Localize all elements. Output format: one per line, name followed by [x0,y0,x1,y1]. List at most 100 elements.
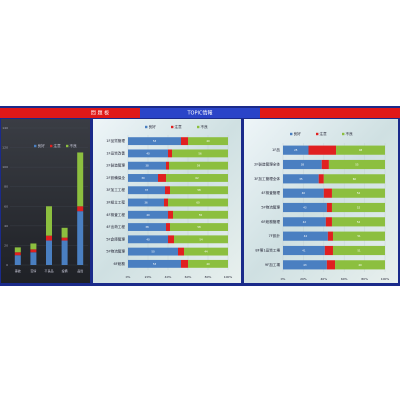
legend-swatch [50,144,53,148]
value-label: 42 [303,220,307,224]
legend-swatch [342,132,345,136]
bar-segment [46,206,52,236]
category-label: 5F物流管理 [106,249,125,254]
bar-segment [168,149,172,158]
bar-segment [170,223,228,231]
bar-segment [158,174,166,182]
bar-segment [283,174,319,184]
value-label: 43 [303,206,307,210]
legend-swatch [316,132,319,136]
category-label: 2F製造管理 [106,163,125,168]
bar-segment [170,186,228,195]
bar-segment [184,247,228,256]
category-label: 6F総務 [113,261,125,266]
bar-segment [77,206,84,212]
bar-segment [14,247,21,253]
value-label: 38 [145,225,149,229]
legend-swatch [66,144,69,148]
bar-segment [128,223,166,231]
x-tick-label: 80% [205,275,212,279]
value-label: 38 [145,164,149,168]
value-label: 38 [301,163,305,167]
value-label: 56 [198,151,202,155]
value-label: 25 [294,148,298,152]
value-label: 35 [299,177,303,181]
value-label: 51 [357,249,361,253]
bar-segment [30,252,37,265]
bar-segment [188,259,228,268]
value-label: 49 [358,263,362,267]
bar-segment [14,255,21,265]
bar-segment [331,202,385,213]
value-label: 40 [146,213,150,217]
bar-segment [128,137,181,146]
header-center [140,108,260,118]
value-label: 43 [303,263,307,267]
bar-segment [77,211,84,265]
bar-segment [128,186,165,195]
bar-segment [283,145,309,155]
legend-swatch [145,125,148,129]
value-label: 52 [357,191,361,195]
x-tick-label: 20% [145,275,152,279]
bar-segment [128,235,168,244]
legend-swatch [34,144,37,148]
x-tick-label: 0% [281,277,286,281]
category-label: 9F加工場 [265,262,281,267]
value-label: 58 [197,225,201,229]
bar-segment [331,188,385,198]
bar-segment [283,217,326,227]
bar-segment [165,186,170,195]
value-label: 40 [146,237,150,241]
x-tick-label: 品質 [77,268,83,273]
bar-segment [164,198,168,207]
bar-segment [325,217,332,227]
category-label: 4F検査管理 [261,190,280,195]
bar-segment [283,231,328,241]
bar-segment [174,235,228,244]
bar-segment [61,240,68,265]
value-label: 59 [197,164,201,168]
x-tick-label: 100% [224,275,233,279]
bar-segment [318,174,324,184]
legend-label: 不良 [201,124,209,129]
legend-label: 不良 [70,143,78,148]
x-tick-label: 40% [165,275,172,279]
bar-segment [128,149,168,158]
y-tick-label: 100 [2,165,8,169]
bar-segment [173,210,228,219]
bar-segment [324,245,333,256]
bar-segment [323,174,385,184]
value-label: 37 [145,188,149,192]
legend-label: 注意 [320,131,328,136]
legend-label: 良好 [149,124,157,129]
bar-segment [332,245,385,256]
value-label: 36 [144,201,148,205]
x-tick-label: 60% [185,275,192,279]
category-label: 2F製造管理全体 [254,162,280,167]
legend-swatch [290,132,293,136]
x-tick-label: 0% [126,275,131,279]
x-tick-label: 20% [300,277,307,281]
y-tick-label: 60 [4,204,8,208]
value-label: 51 [357,234,361,238]
legend-swatch [197,125,200,129]
value-label: 53 [153,139,157,143]
bar-segment [323,188,332,198]
y-tick-label: 80 [4,185,8,189]
bar-segment [77,152,84,207]
bar-segment [181,259,188,268]
bar-segment [327,231,333,241]
bar-segment [128,174,158,182]
bar-segment [166,161,169,170]
value-label: 53 [153,262,157,266]
category-label: 8F第1品質工場 [255,248,280,253]
bar-segment [61,237,68,241]
bar-segment [328,159,385,170]
value-label: 58 [197,188,201,192]
bar-segment [331,217,385,227]
value-label: 54 [199,237,203,241]
bar-segment [166,174,228,182]
bar-segment [169,161,228,170]
